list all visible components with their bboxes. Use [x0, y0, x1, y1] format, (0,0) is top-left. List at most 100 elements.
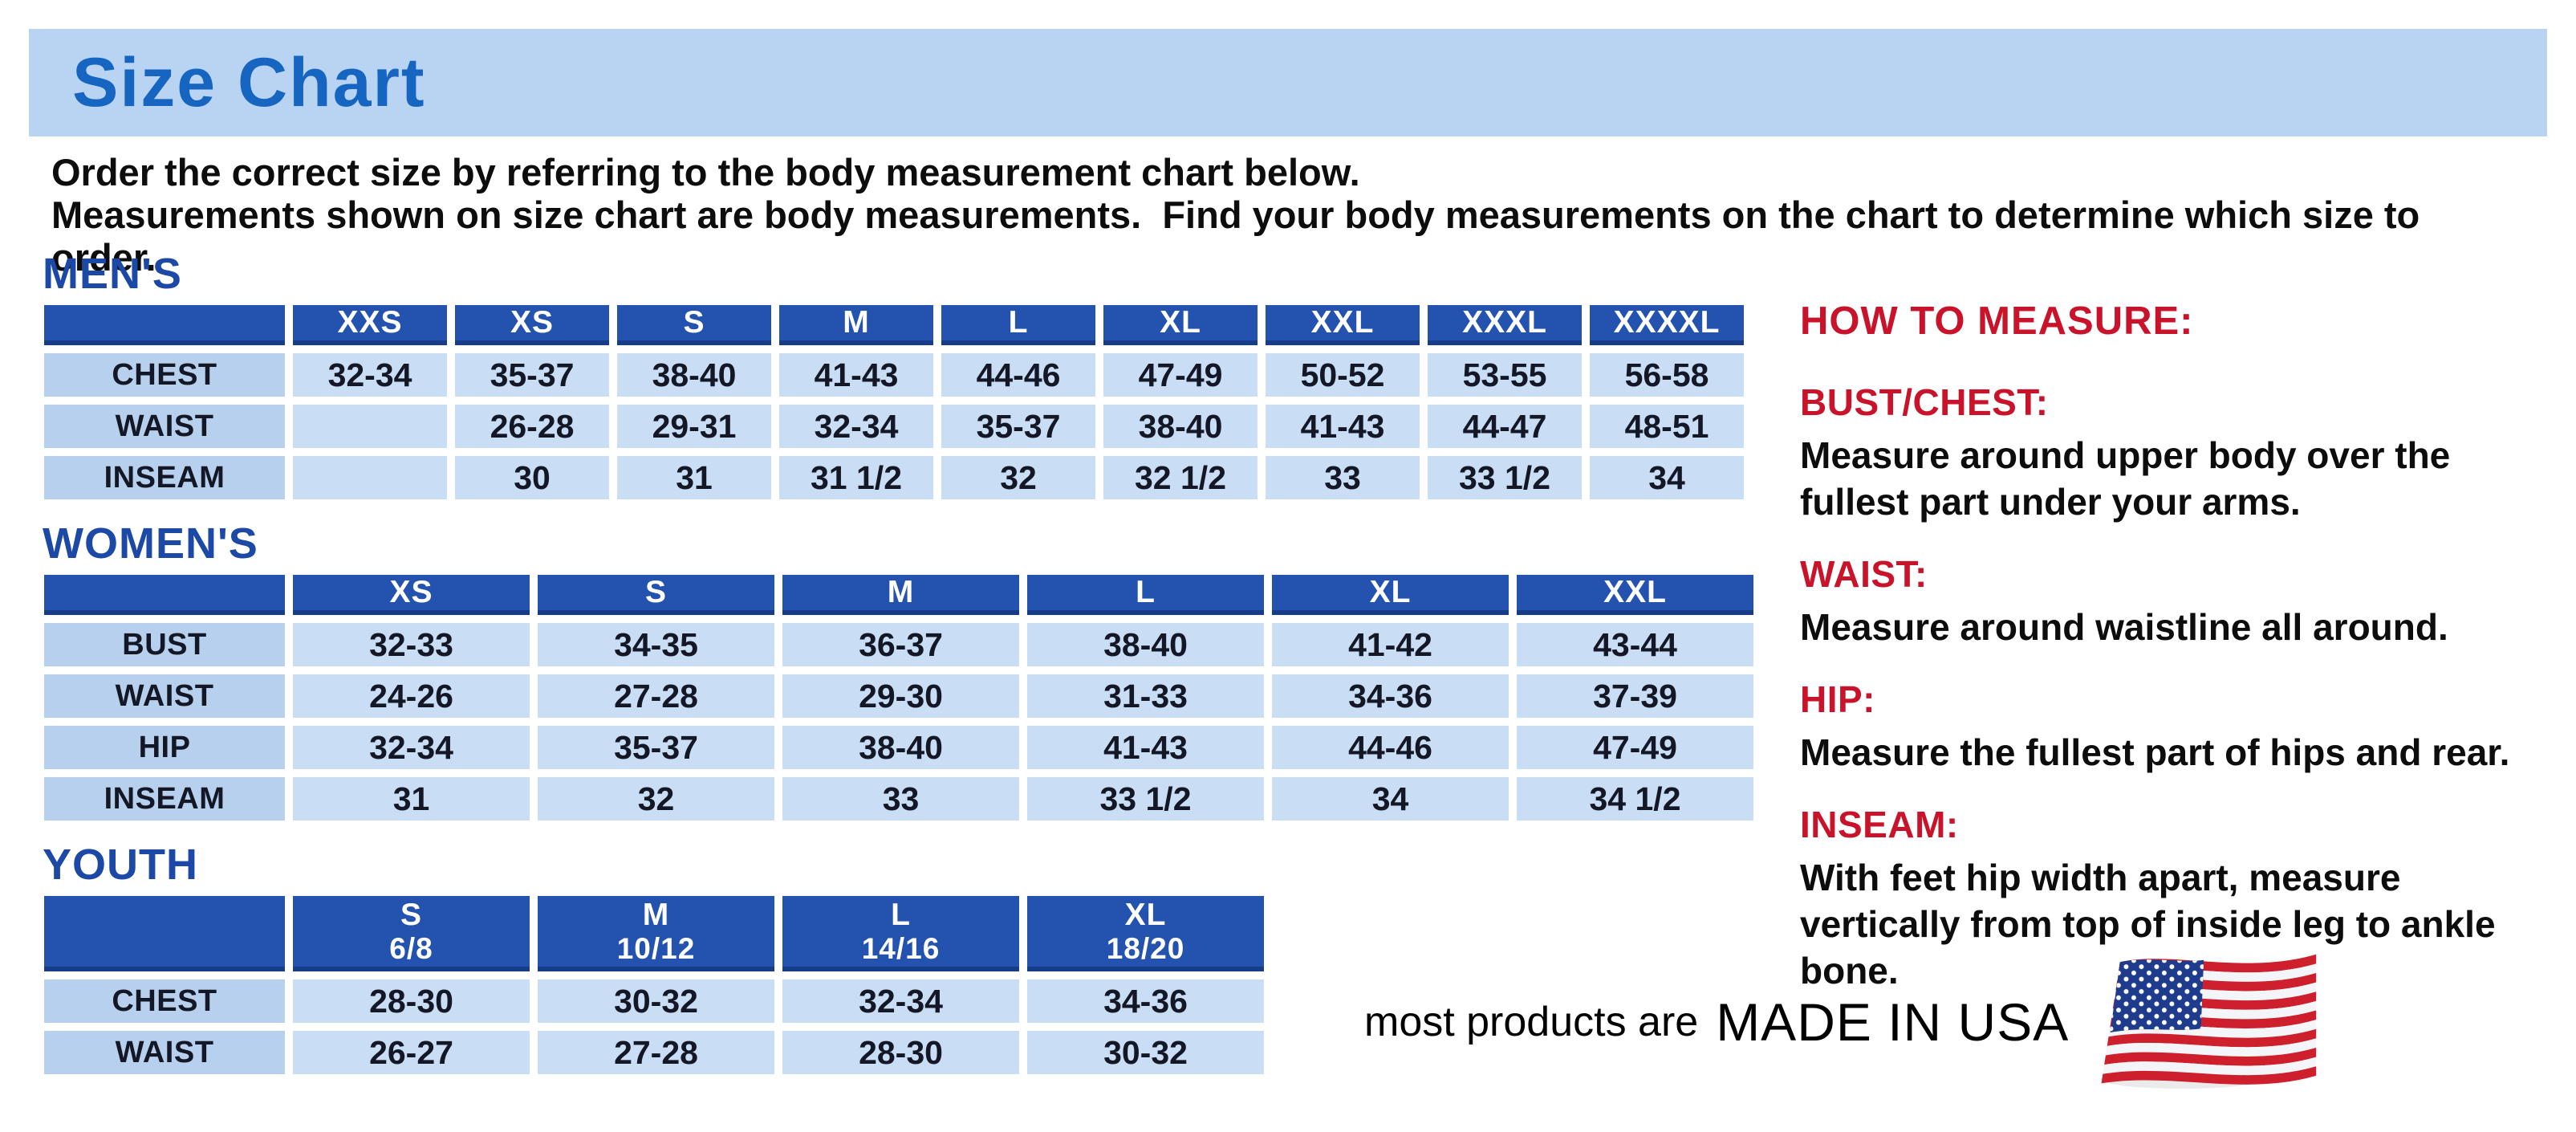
- measurement-cell: 41-43: [1266, 405, 1420, 448]
- measurement-cell: 29-30: [782, 674, 1019, 718]
- measurement-cell: 32 1/2: [1103, 456, 1258, 499]
- measure-item-hip: HIP: Measure the fullest part of hips an…: [1800, 678, 2530, 776]
- size-range-label: 18/20: [1106, 932, 1185, 965]
- measurement-cell: 44-46: [1272, 726, 1509, 769]
- measurement-cell: 26-27: [293, 1031, 530, 1074]
- measurement-cell: [293, 405, 447, 448]
- measurement-cell: 32: [538, 777, 774, 820]
- measurement-cell: 41-43: [779, 353, 933, 397]
- womens-size-table: XS S M L XL XXL BUST 32-33 34-35 36-37 38-40 41-42 4…: [36, 567, 1769, 829]
- measurement-cell: 28-30: [782, 1031, 1019, 1074]
- section-heading-mens: MEN'S: [43, 250, 182, 298]
- section-heading-youth: YOUTH: [43, 841, 198, 889]
- measurement-cell: 43-44: [1517, 623, 1753, 666]
- size-label: M: [843, 305, 870, 340]
- measure-term: BUST/CHEST:: [1800, 381, 2049, 423]
- measurement-cell: 38-40: [1103, 405, 1258, 448]
- intro-line-2: Measurements shown on size chart are bod…: [51, 193, 2431, 279]
- size-column-header: XL 18/20: [1027, 896, 1264, 971]
- size-column-header: S 6/8: [293, 896, 530, 971]
- measurement-cell: 35-37: [538, 726, 774, 769]
- section-heading-womens: WOMEN'S: [43, 519, 258, 568]
- size-label: L: [891, 898, 911, 932]
- row-label: HIP: [44, 726, 285, 769]
- measurement-cell: 36-37: [782, 623, 1019, 666]
- size-label: XL: [1160, 305, 1201, 340]
- measurement-cell: 35-37: [941, 405, 1095, 448]
- measurement-cell: 38-40: [782, 726, 1019, 769]
- size-column-header: XS: [293, 575, 530, 615]
- mens-table: XXS XS S M L XL XXL XXXL XXXXL CHEST 32-34 35-37 38-…: [36, 297, 1752, 507]
- row-label: BUST: [44, 623, 285, 666]
- measure-term: WAIST:: [1800, 553, 1928, 595]
- row-label: WAIST: [44, 1031, 285, 1074]
- size-label: L: [1008, 305, 1029, 340]
- size-label: XS: [510, 305, 555, 340]
- corner-cell: [44, 575, 285, 615]
- measurement-cell: 32-34: [779, 405, 933, 448]
- size-column-header: M: [782, 575, 1019, 615]
- page-title: Size Chart: [72, 43, 426, 121]
- measurement-cell: 50-52: [1266, 353, 1420, 397]
- intro-text: Order the correct size by referring to t…: [51, 151, 2523, 279]
- row-label: CHEST: [44, 979, 285, 1023]
- made-in-usa-line: most products are MADE IN USA: [1364, 947, 2326, 1096]
- measurement-cell: 26-28: [455, 405, 609, 448]
- measure-item-waist: WAIST: Measure around waistline all arou…: [1800, 552, 2530, 650]
- measurement-cell: 48-51: [1590, 405, 1744, 448]
- size-label: XXXXL: [1613, 305, 1721, 340]
- corner-cell: [44, 305, 285, 345]
- measurement-cell: 56-58: [1590, 353, 1744, 397]
- measurement-cell: 33: [782, 777, 1019, 820]
- size-label: M: [642, 898, 670, 932]
- footer-prefix: most products are: [1364, 998, 1699, 1045]
- size-label: XXL: [1603, 575, 1667, 609]
- measurement-cell: 30-32: [538, 979, 774, 1023]
- measurement-cell: 34: [1590, 456, 1744, 499]
- size-label: S: [644, 575, 667, 609]
- measurement-cell: 30-32: [1027, 1031, 1264, 1074]
- size-column-header: XXXL: [1428, 305, 1582, 345]
- size-column-header: XXL: [1517, 575, 1753, 615]
- row-label: CHEST: [44, 353, 285, 397]
- measurement-cell: 53-55: [1428, 353, 1582, 397]
- measurement-cell: 37-39: [1517, 674, 1753, 718]
- size-column-header: S: [538, 575, 774, 615]
- measurement-cell: 34-35: [538, 623, 774, 666]
- youth-table: S 6/8 M 10/12 L 14/16 XL 18/20 CHEST 28-30 30-32 32…: [36, 888, 1272, 1082]
- womens-table: XS S M L XL XXL BUST 32-33 34-35 36-37 38-40 41-42 4…: [36, 567, 1761, 829]
- size-range-label: 6/8: [389, 932, 433, 965]
- measurement-cell: 31-33: [1027, 674, 1264, 718]
- size-column-header: XL: [1272, 575, 1509, 615]
- measure-definition: Measure around waistline all around.: [1800, 606, 2448, 648]
- size-column-header: XS: [455, 305, 609, 345]
- size-label: XL: [1369, 575, 1412, 609]
- measurement-cell: 44-47: [1428, 405, 1582, 448]
- measurement-cell: 41-42: [1272, 623, 1509, 666]
- size-label: XL: [1124, 898, 1167, 932]
- row-label: INSEAM: [44, 777, 285, 820]
- size-label: S: [400, 898, 422, 932]
- measurement-cell: 32: [941, 456, 1095, 499]
- size-column-header: L: [1027, 575, 1264, 615]
- measurement-cell: 38-40: [617, 353, 771, 397]
- measure-item-inseam: INSEAM: With feet hip width apart, measu…: [1800, 803, 2530, 994]
- size-column-header: L: [941, 305, 1095, 345]
- youth-size-table: S 6/8 M 10/12 L 14/16 XL 18/20 CHEST 28-30 30-32 32…: [36, 888, 1769, 1082]
- measurement-cell: 35-37: [455, 353, 609, 397]
- measurement-cell: 29-31: [617, 405, 771, 448]
- size-column-header: XXL: [1266, 305, 1420, 345]
- us-flag-icon: [2101, 954, 2317, 1089]
- mens-size-table: XXS XS S M L XL XXL XXXL XXXXL CHEST 32-34 35-37 38-…: [36, 297, 1769, 507]
- size-range-label: 10/12: [616, 932, 696, 965]
- size-label: XXS: [337, 305, 403, 340]
- measurement-cell: 32-33: [293, 623, 530, 666]
- measurement-cell: 47-49: [1517, 726, 1753, 769]
- measure-term: HIP:: [1800, 678, 1875, 720]
- measure-item-bust-chest: BUST/CHEST: Measure around upper body ov…: [1800, 381, 2530, 525]
- size-label: XXL: [1310, 305, 1375, 340]
- measurement-cell: 44-46: [941, 353, 1095, 397]
- size-label: M: [887, 575, 915, 609]
- measurement-cell: 32-34: [293, 726, 530, 769]
- row-label: INSEAM: [44, 456, 285, 499]
